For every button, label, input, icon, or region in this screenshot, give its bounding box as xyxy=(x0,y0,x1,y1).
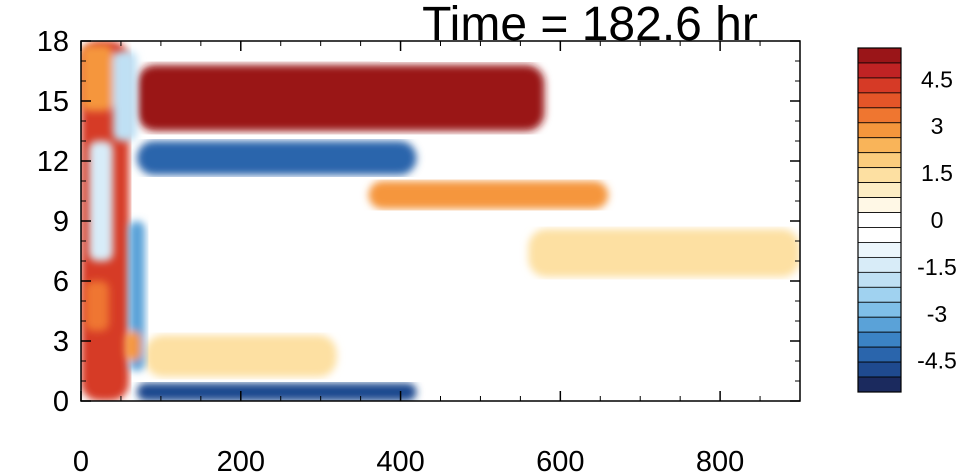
colorbar-box xyxy=(857,286,902,303)
heat-level xyxy=(84,281,109,331)
y-tick-label: 15 xyxy=(37,86,69,118)
colorbar-box xyxy=(857,242,902,258)
heat-feature xyxy=(136,141,417,175)
colorbar-label: 3 xyxy=(931,113,944,139)
chart-title: Time = 182.6 hr xyxy=(422,0,758,51)
y-tick-label: 3 xyxy=(53,326,69,358)
colorbar-label: -1.5 xyxy=(917,254,957,280)
y-tick-label: 12 xyxy=(37,146,69,178)
colorbar-box xyxy=(857,227,902,243)
heat-level xyxy=(136,383,417,401)
x-tick-label: 200 xyxy=(217,446,265,473)
colorbar-box xyxy=(857,301,902,318)
colorbar-box xyxy=(857,376,902,393)
heat-level xyxy=(88,141,113,261)
left-dipole-detail xyxy=(81,45,145,371)
colorbar-box xyxy=(857,107,902,124)
colorbar-box xyxy=(857,62,902,79)
heat-level xyxy=(144,335,337,377)
heat-feature xyxy=(136,65,545,131)
colorbar-frame xyxy=(857,47,902,393)
heat-level xyxy=(112,51,137,141)
colorbar-box xyxy=(857,361,902,378)
colorbar-box xyxy=(857,346,902,363)
y-tick-label: 6 xyxy=(53,266,69,298)
colorbar-box xyxy=(857,197,902,213)
heat-level xyxy=(136,65,545,131)
colorbar-box xyxy=(857,331,902,348)
heat-feature xyxy=(136,383,417,401)
colorbar-box xyxy=(857,212,902,228)
colorbar-box xyxy=(857,92,902,109)
colorbar-label: 0 xyxy=(931,207,944,233)
y-tick-label: 0 xyxy=(53,386,69,418)
x-tick-label: 600 xyxy=(536,446,584,473)
colorbar: 4.5 3 1.5 0 -1.5 -3 -4.5 xyxy=(857,47,957,393)
colorbar-label: 1.5 xyxy=(921,160,953,186)
colorbar-box xyxy=(857,316,902,333)
colorbar-box xyxy=(857,137,902,154)
colorbar-box xyxy=(857,152,902,169)
heat-level xyxy=(81,45,113,111)
heat-feature xyxy=(528,229,800,277)
title-backdrop xyxy=(380,0,800,62)
colorbar-label: 4.5 xyxy=(921,66,953,92)
heat-feature xyxy=(144,335,337,377)
colorbar-box xyxy=(857,47,902,64)
x-tick-label: 800 xyxy=(696,446,744,473)
heat-level xyxy=(124,331,141,361)
x-tick-label: 0 xyxy=(73,446,89,473)
colorbar-box xyxy=(857,77,902,94)
colorbar-label: -3 xyxy=(927,301,947,327)
colorbar-label: -4.5 xyxy=(917,348,957,374)
heatmap-field xyxy=(81,41,800,401)
heat-level xyxy=(136,141,417,175)
heat-level xyxy=(368,181,609,209)
colorbar-box xyxy=(857,271,902,288)
x-tick-label: 400 xyxy=(376,446,424,473)
heat-level xyxy=(528,229,800,277)
colorbar-box xyxy=(857,167,902,184)
axes: 0 200 400 600 800 0 3 6 9 12 15 18 xyxy=(37,26,801,473)
y-tick-label: 18 xyxy=(37,26,69,58)
colorbar-box xyxy=(857,182,902,198)
heat-feature xyxy=(368,181,609,209)
y-tick-label: 9 xyxy=(53,206,69,238)
colorbar-box xyxy=(857,256,902,273)
colorbar-box xyxy=(857,122,902,139)
